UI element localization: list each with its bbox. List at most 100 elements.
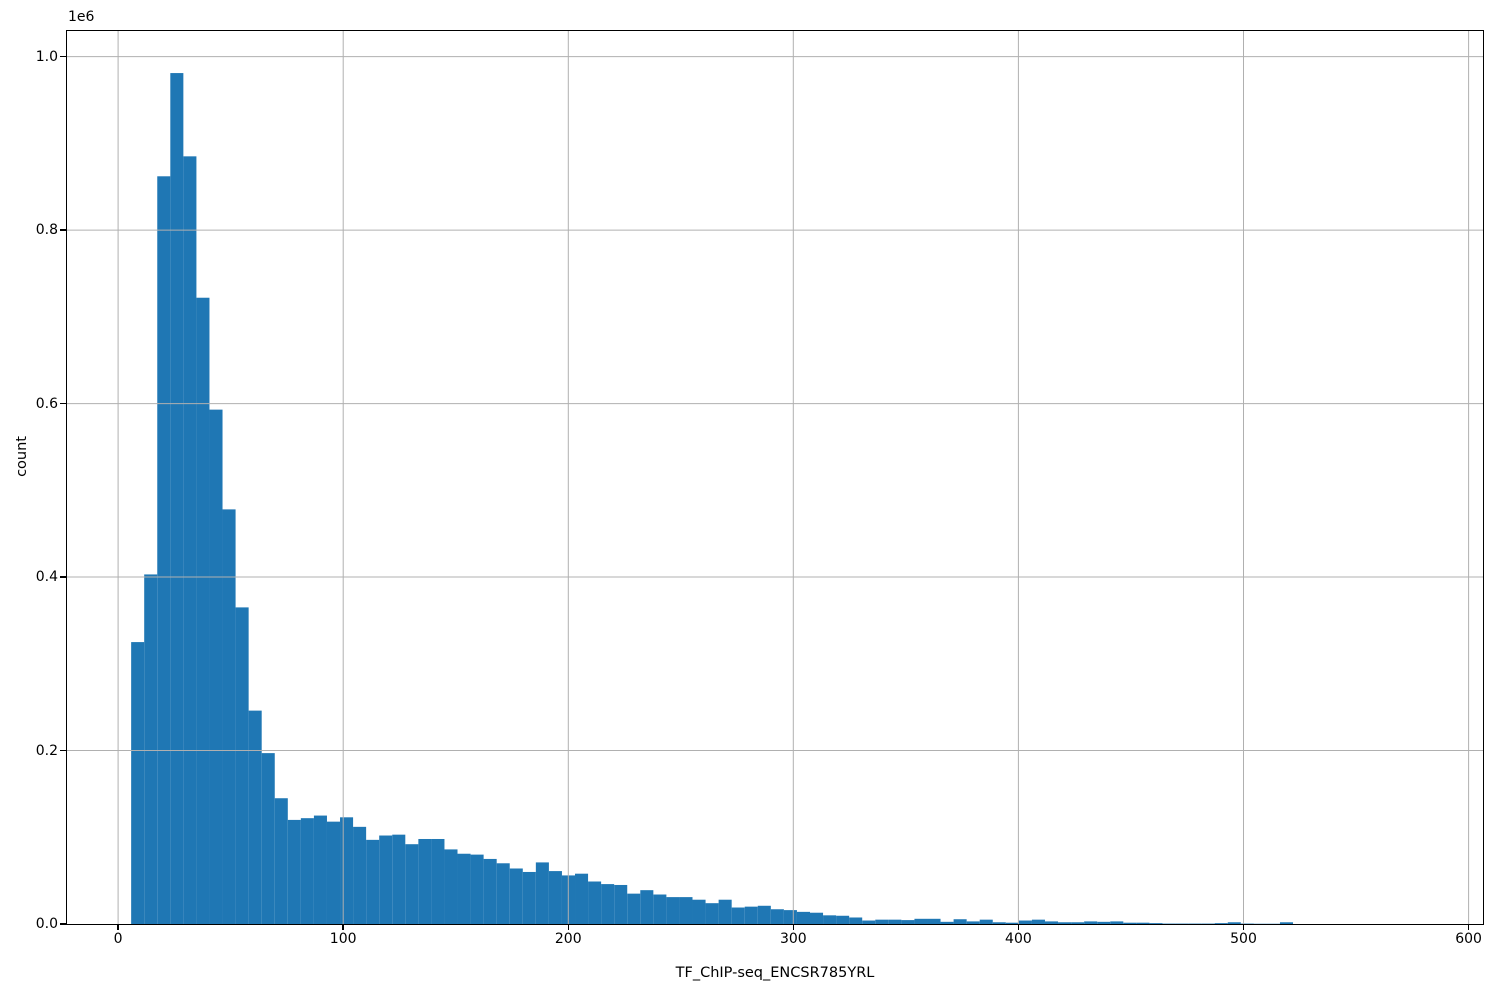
- histogram-bar: [261, 753, 275, 924]
- histogram-bar: [888, 919, 902, 924]
- histogram-bar: [392, 834, 406, 924]
- histogram-bar: [966, 921, 980, 924]
- histogram-bar: [1149, 923, 1163, 924]
- histogram-bar: [1005, 922, 1019, 924]
- histogram-bar: [1097, 921, 1111, 924]
- histogram-bar: [379, 835, 393, 924]
- histogram-bar: [340, 817, 354, 924]
- x-tick-label: 100: [329, 931, 357, 947]
- histogram-bar: [1214, 923, 1228, 924]
- histogram-bar: [783, 910, 797, 924]
- x-tick-mark: [117, 924, 119, 930]
- histogram-bar: [979, 919, 993, 924]
- histogram-bar: [940, 921, 954, 924]
- histogram-bar: [588, 881, 602, 924]
- x-tick-label: 500: [1230, 931, 1257, 947]
- histogram-bar: [300, 818, 314, 924]
- x-tick-label: 0: [113, 931, 123, 947]
- histogram-bar: [548, 871, 562, 924]
- histogram-bar: [770, 909, 784, 924]
- x-tick-mark: [1017, 924, 1020, 930]
- histogram-bar: [875, 919, 889, 924]
- histogram-bar: [796, 911, 810, 924]
- x-axis-label: TF_ChIP-seq_ENCSR785YRL: [675, 965, 875, 981]
- histogram-bar: [326, 821, 341, 924]
- histogram-bar: [235, 607, 249, 924]
- y-tick-label: 0.0: [35, 916, 58, 932]
- x-tick-label: 600: [1455, 931, 1482, 947]
- histogram-bar: [718, 899, 732, 924]
- histogram-bar: [640, 890, 654, 924]
- histogram-bar: [144, 574, 158, 924]
- histogram-bar: [1031, 919, 1045, 924]
- histogram-canvas: [67, 31, 1483, 924]
- histogram-bar: [470, 854, 484, 924]
- y-tick-label: 0.6: [35, 395, 58, 412]
- histogram-bar: [1071, 922, 1085, 924]
- histogram-bar: [522, 871, 536, 924]
- histogram-bar: [901, 920, 915, 924]
- histogram-bar: [1084, 921, 1098, 924]
- histogram-bar: [653, 894, 667, 924]
- histogram-bar: [353, 826, 367, 924]
- histogram-bar: [862, 920, 876, 924]
- histogram-bar: [614, 884, 628, 924]
- histogram-bar: [535, 862, 549, 924]
- histogram-bar: [444, 849, 458, 924]
- y-tick-mark: [60, 923, 66, 925]
- x-tick-mark: [1242, 924, 1245, 930]
- y-axis-offset-text: 1e6: [68, 9, 95, 25]
- histogram-bar: [483, 858, 497, 924]
- histogram-bar: [692, 899, 706, 924]
- histogram-bar: [1044, 921, 1059, 924]
- histogram-bar: [705, 903, 719, 924]
- plot-area: [66, 30, 1484, 925]
- histogram-bar: [183, 156, 197, 924]
- histogram-bar: [744, 906, 758, 924]
- histogram-bar: [666, 897, 680, 924]
- histogram-bar: [313, 815, 327, 924]
- histogram-bar: [157, 176, 171, 924]
- histogram-bar: [849, 917, 863, 924]
- x-tick-mark: [792, 924, 795, 930]
- histogram-bar: [131, 642, 145, 924]
- histogram-bar: [601, 884, 615, 924]
- histogram-bar: [222, 509, 236, 924]
- histogram-bar: [927, 918, 941, 924]
- y-tick-mark: [60, 229, 66, 231]
- histogram-bar: [679, 897, 693, 924]
- histogram-bar: [418, 838, 432, 924]
- histogram-bar: [836, 915, 850, 924]
- y-axis-label: count: [14, 436, 30, 477]
- x-tick-label: 300: [779, 931, 807, 947]
- y-tick-label: 1.0: [35, 48, 58, 65]
- histogram-bar: [992, 922, 1006, 924]
- histogram-bar: [405, 844, 419, 924]
- histogram-bar: [274, 798, 288, 924]
- histogram-bar: [209, 409, 223, 924]
- histogram-bar: [196, 297, 210, 924]
- histogram-bar: [1110, 921, 1124, 924]
- x-tick-mark: [342, 924, 344, 930]
- histogram-bar: [431, 838, 445, 924]
- histogram-bar: [575, 873, 589, 924]
- y-tick-mark: [60, 55, 66, 58]
- histogram-bar: [287, 819, 301, 924]
- histogram-bar: [1058, 922, 1072, 924]
- histogram-bar: [509, 868, 523, 924]
- histogram-bar: [823, 915, 837, 924]
- histogram-bar: [1279, 922, 1294, 924]
- histogram-bar: [627, 893, 641, 924]
- y-tick-mark: [60, 749, 66, 752]
- y-tick-mark: [60, 576, 66, 578]
- histogram-bar: [1227, 922, 1241, 924]
- histogram-bar: [1136, 922, 1150, 924]
- histogram-bar: [366, 839, 380, 924]
- y-tick-label: 0.2: [35, 742, 58, 759]
- x-tick-mark: [567, 924, 569, 930]
- x-tick-mark: [1467, 924, 1470, 930]
- histogram-bar: [1123, 922, 1137, 924]
- histogram-bar: [457, 853, 471, 924]
- y-tick-label: 0.4: [35, 569, 58, 586]
